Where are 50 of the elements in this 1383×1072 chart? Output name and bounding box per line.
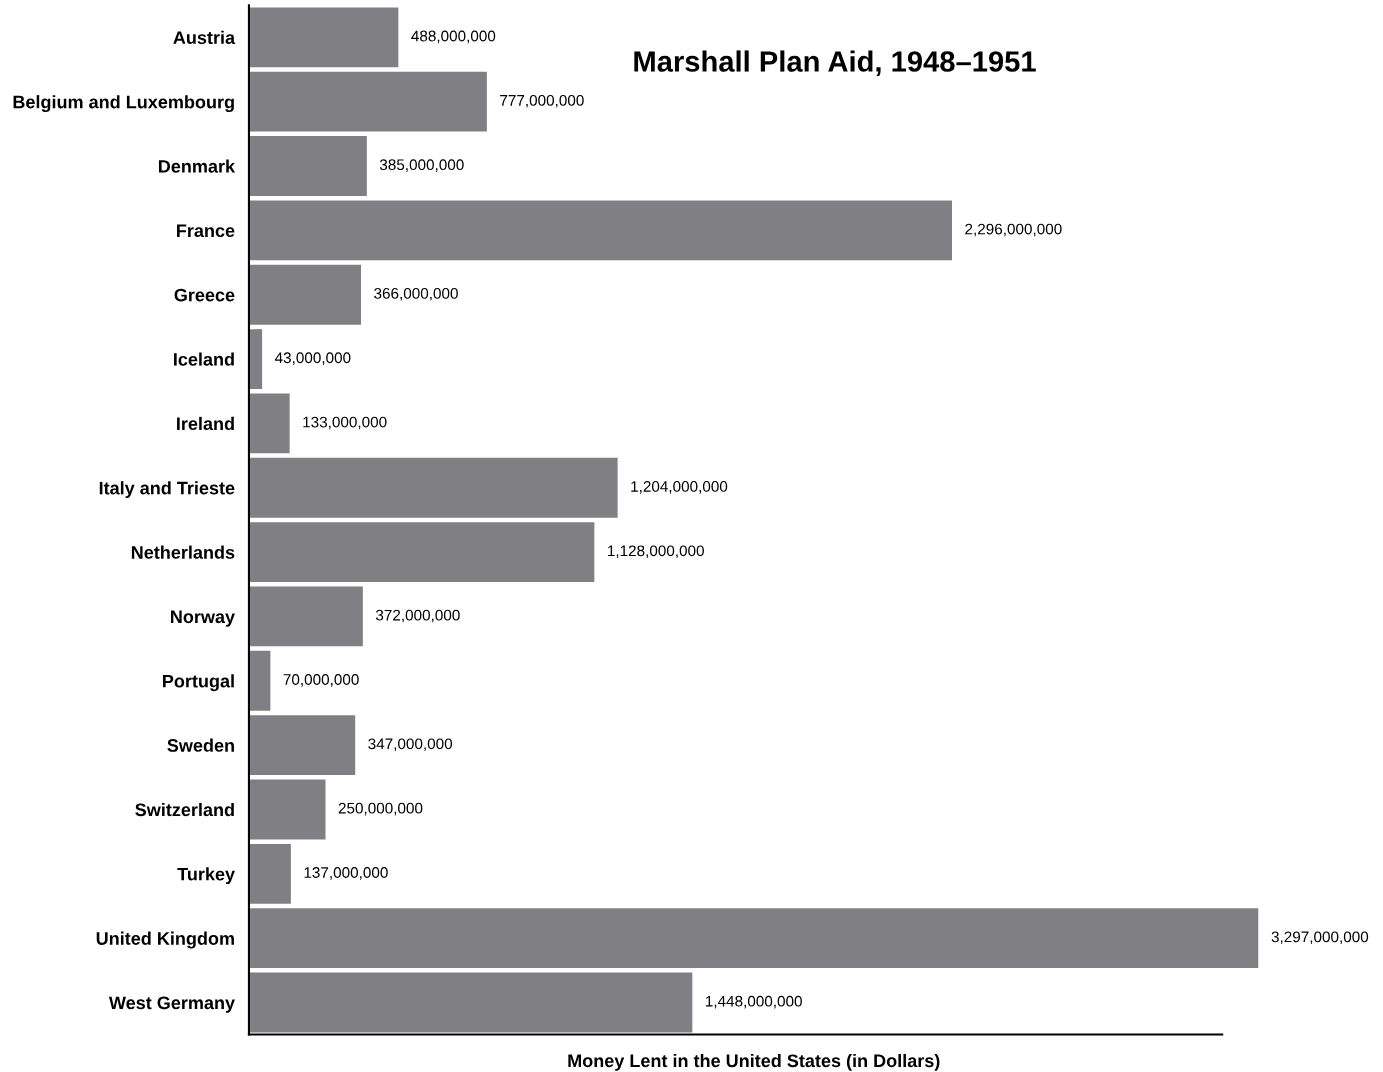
x-axis-title: Money Lent in the United States (in Dollars) [568,1053,940,1071]
bar [248,71,487,132]
y-tick-label: Netherlands [131,545,235,559]
data-label: 347,000,000 [368,738,453,752]
data-label: 1,128,000,000 [608,545,704,558]
y-tick-label: Ireland [177,416,234,431]
data-label: 1,204,000,000 [631,481,728,494]
data-label: 2,296,000,000 [965,223,1062,237]
y-tick-label: Switzerland [135,802,234,817]
bar [248,264,362,325]
bar [248,329,263,389]
y-tick-label: United Kingdom [96,931,234,949]
data-label: 488,000,000 [411,30,496,44]
y-tick-label: Sweden [167,738,234,752]
y-tick-label: Greece [174,288,235,302]
bar [248,393,290,454]
data-label: 385,000,000 [379,159,464,172]
data-label: 372,000,000 [375,609,460,623]
data-label: 133,000,000 [303,416,387,430]
data-label: 250,000,000 [338,802,423,816]
data-label: 777,000,000 [500,94,584,108]
y-tick-label: Italy and Trieste [99,481,235,499]
y-tick-label: Portugal [163,674,234,692]
y-tick-label: Norway [171,610,235,627]
bar [248,522,595,583]
bar [248,843,291,904]
data-label: 366,000,000 [374,287,458,301]
text: Marshall Plan Aid, 1948–1951 [634,50,1036,77]
data-label: 137,000,000 [304,867,388,880]
data-label: 3,297,000,000 [1271,931,1369,945]
y-tick-label: Turkey [177,867,235,885]
bar [248,136,367,196]
y-tick-label: Austria [173,30,236,45]
y-tick-label: France [177,224,235,238]
y-tick-label: Iceland [174,352,234,366]
y-tick-label: West Germany [108,996,235,1013]
y-tick-label: Denmark [158,159,236,173]
bar [248,586,363,647]
data-label: 1,448,000,000 [706,995,802,1009]
bar [248,779,326,840]
data-label: 43,000,000 [274,352,351,365]
bar [248,972,693,1033]
bar [248,457,618,518]
bar [248,650,271,711]
bar [248,7,399,68]
bar [248,908,1259,969]
bar [248,715,356,776]
data-label: 70,000,000 [283,674,359,687]
bar [248,200,953,261]
y-tick-label: Belgium and Luxembourg [13,95,234,113]
